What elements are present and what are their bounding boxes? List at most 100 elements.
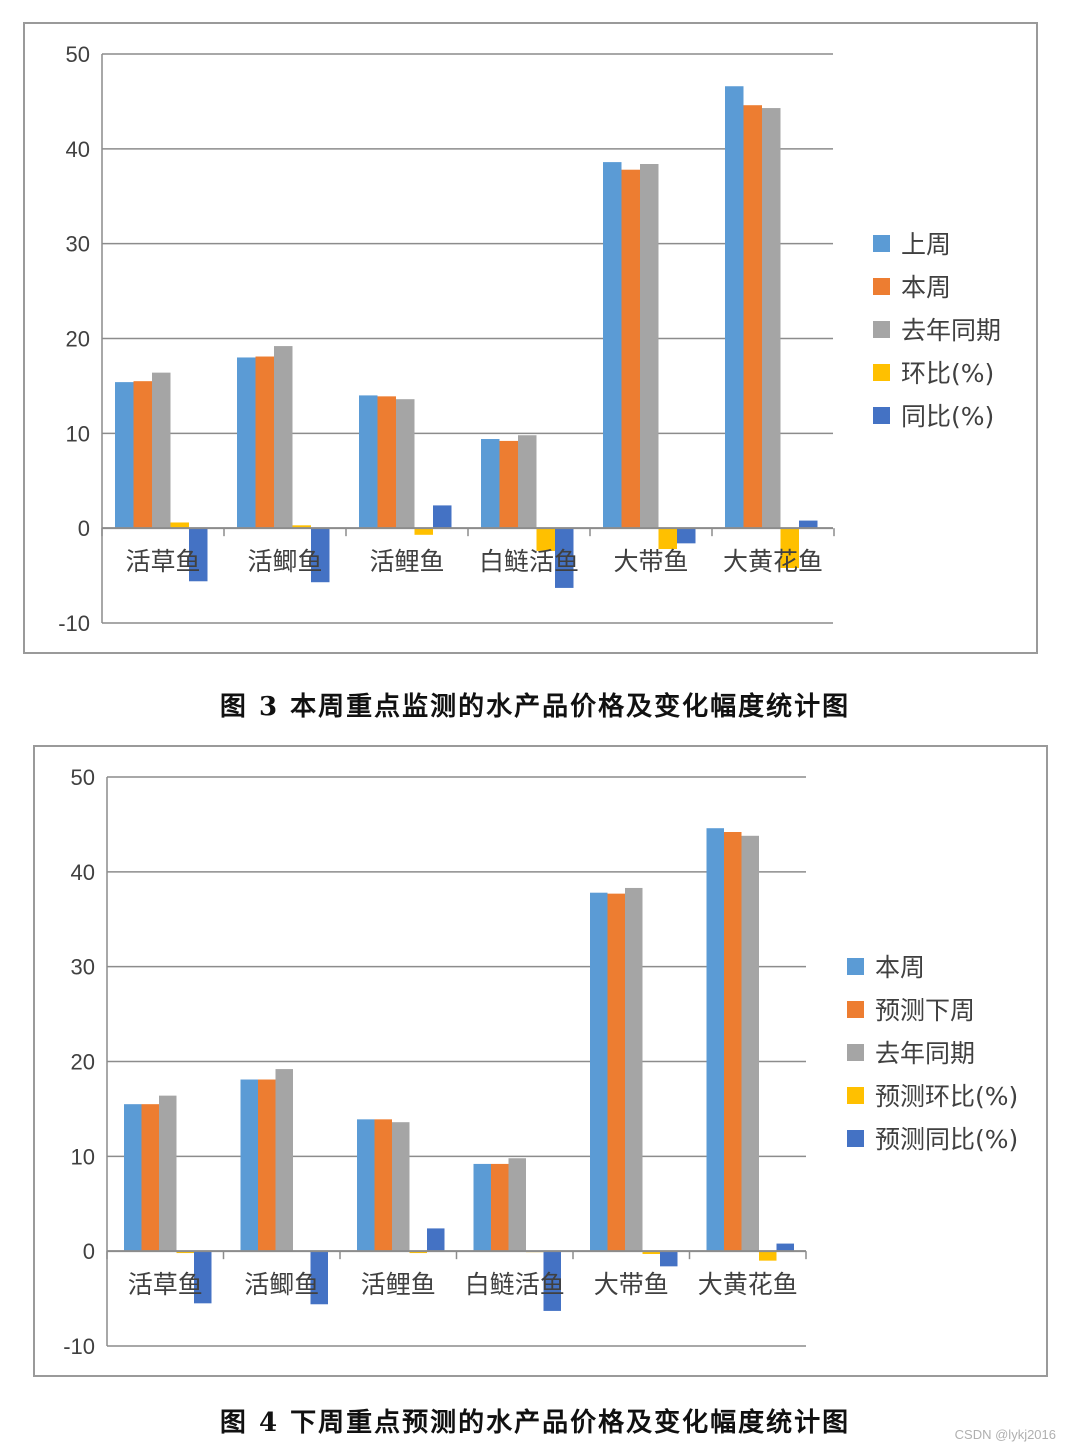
chart-2-caption: 图 4 下周重点预测的水产品价格及变化幅度统计图 (219, 1408, 851, 1438)
legend-label: 预测下周 (875, 996, 975, 1025)
bar-4-3 (414, 528, 433, 535)
bar-3-6 (741, 835, 759, 1252)
bar-1-6 (725, 86, 744, 529)
y-tick-label: 0 (83, 1239, 95, 1264)
x-category-label: 活鲫鱼 (247, 547, 322, 576)
y-tick-label: 10 (66, 421, 90, 446)
bar-2-5 (607, 893, 625, 1252)
legend-label: 去年同期 (901, 316, 1001, 345)
y-tick-label: 0 (78, 516, 90, 541)
y-tick-label: 20 (71, 1050, 95, 1075)
legend-swatch (873, 407, 890, 424)
bar-2-3 (377, 396, 396, 529)
bar-1-3 (357, 1119, 375, 1252)
legend-swatch (873, 278, 890, 295)
legend-label: 本周 (875, 953, 925, 982)
y-tick-label: 20 (66, 327, 90, 352)
y-tick-label: 10 (71, 1144, 95, 1169)
x-category-label: 白鲢活鱼 (479, 547, 579, 576)
legend-swatch (847, 958, 864, 975)
x-category-label: 活鲤鱼 (361, 1270, 436, 1299)
bar-4-6 (759, 1251, 777, 1261)
bar-5-5 (660, 1251, 678, 1267)
x-category-label: 白鲢活鱼 (465, 1270, 565, 1299)
legend-label: 上周 (901, 230, 951, 259)
bar-2-3 (374, 1119, 392, 1252)
bar-2-1 (133, 381, 152, 529)
chart-1-frame: -10 0 10 20 30 40 50 活草鱼 活鲫鱼 活鲤鱼 白鲢活鱼 大带鱼 大黄花鱼 上周本周去年… (23, 22, 1038, 654)
legend-swatch (847, 1087, 864, 1104)
bar-5-6 (799, 520, 818, 529)
x-category-label: 大黄花鱼 (698, 1270, 798, 1299)
bar-1-2 (237, 357, 256, 529)
legend-label: 预测同比(%) (875, 1125, 1018, 1154)
bar-5-4 (555, 528, 574, 588)
bar-3-1 (159, 1095, 177, 1252)
legend-swatch (873, 364, 890, 381)
y-tick-label: 30 (66, 232, 90, 257)
x-category-label: 活鲤鱼 (369, 547, 444, 576)
bar-1-5 (590, 892, 608, 1252)
bar-3-2 (274, 346, 293, 529)
legend-swatch (847, 1044, 864, 1061)
legend-label: 环比(%) (901, 359, 994, 388)
y-tick-label: 50 (71, 765, 95, 790)
bar-1-4 (481, 439, 500, 529)
bar-5-3 (433, 505, 452, 529)
bar-3-4 (518, 435, 537, 529)
bar-5-4 (543, 1251, 561, 1311)
bar-2-5 (621, 169, 640, 529)
bar-1-3 (359, 395, 378, 529)
bar-3-1 (152, 372, 171, 529)
bar-5-1 (194, 1251, 212, 1304)
bar-5-5 (677, 528, 696, 544)
bar-3-4 (508, 1158, 526, 1252)
bar-5-3 (427, 1228, 445, 1252)
bar-1-6 (706, 828, 724, 1252)
bar-4-6 (780, 528, 799, 568)
y-tick-label: 40 (66, 137, 90, 162)
y-tick-label: -10 (63, 1334, 95, 1359)
legend-swatch (847, 1001, 864, 1018)
bar-5-6 (776, 1243, 794, 1252)
bar-4-1 (170, 522, 189, 529)
bar-3-3 (392, 1122, 410, 1252)
bar-1-2 (240, 1079, 258, 1252)
legend-label: 同比(%) (901, 402, 994, 431)
bar-2-2 (255, 356, 274, 529)
bar-3-5 (625, 887, 643, 1252)
legend-swatch (873, 321, 890, 338)
legend-label: 预测环比(%) (875, 1082, 1018, 1111)
legend-swatch (873, 235, 890, 252)
bar-5-2 (310, 1251, 328, 1305)
bar-2-4 (491, 1163, 509, 1252)
bar-5-1 (189, 528, 208, 582)
bar-4-5 (642, 1251, 660, 1255)
x-category-label: 大带鱼 (594, 1270, 669, 1299)
x-category-label: 大带鱼 (613, 547, 688, 576)
y-tick-label: 50 (66, 42, 90, 67)
bar-2-2 (258, 1079, 276, 1252)
bar-1-5 (603, 162, 622, 529)
chart-1-svg: -10 0 10 20 30 40 50 活草鱼 活鲫鱼 活鲤鱼 白鲢活鱼 大带鱼 大黄花鱼 上周本周去年… (58, 42, 1001, 636)
bar-2-4 (499, 440, 518, 529)
chart-2-svg: -10 0 10 20 30 40 50 活草鱼 活鲫鱼 活鲤鱼 白鲢活鱼 大带鱼 大黄花鱼 本周预测下周… (63, 765, 1018, 1359)
bar-1-4 (473, 1163, 491, 1252)
legend-swatch (847, 1130, 864, 1147)
chart-1-caption: 图 3 本周重点监测的水产品价格及变化幅度统计图 (219, 692, 851, 722)
bar-2-6 (724, 832, 742, 1252)
chart-2-frame: -10 0 10 20 30 40 50 活草鱼 活鲫鱼 活鲤鱼 白鲢活鱼 大带鱼 大黄花鱼 本周 预测下周… (33, 745, 1048, 1377)
x-category-label: 活鲫鱼 (244, 1270, 319, 1299)
bar-3-2 (275, 1069, 293, 1252)
bar-4-2 (292, 525, 311, 529)
legend-label: 本周 (901, 273, 951, 302)
y-tick-label: 40 (71, 860, 95, 885)
bar-3-5 (640, 164, 659, 529)
bar-4-4 (536, 528, 555, 551)
y-tick-label: -10 (58, 611, 90, 636)
x-category-label: 活草鱼 (125, 547, 200, 576)
bar-2-1 (141, 1104, 159, 1252)
x-category-label: 大黄花鱼 (723, 547, 823, 576)
bar-2-6 (743, 105, 762, 529)
bar-1-1 (124, 1104, 142, 1252)
